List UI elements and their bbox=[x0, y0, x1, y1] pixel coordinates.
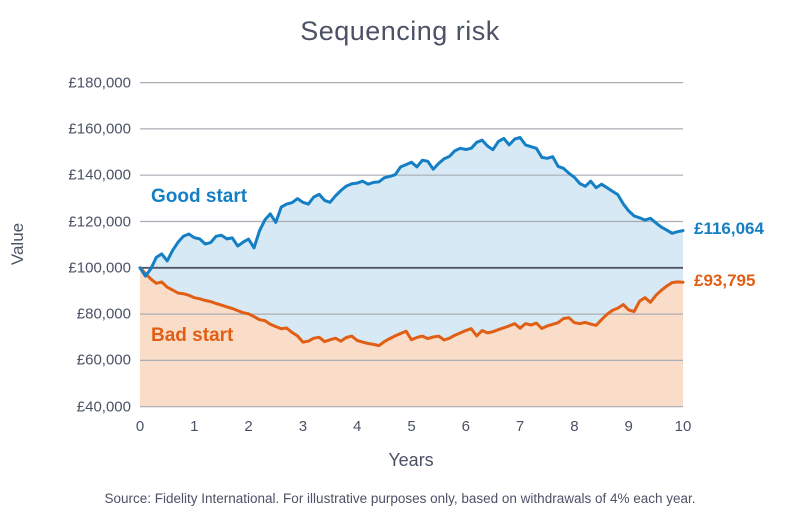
y-tick-label: £160,000 bbox=[68, 120, 131, 138]
x-tick-label: 4 bbox=[353, 418, 362, 435]
x-tick-label: 7 bbox=[515, 418, 525, 435]
x-tick-label: 6 bbox=[461, 418, 470, 435]
x-tick-label: 9 bbox=[624, 418, 633, 435]
y-tick-label: £100,000 bbox=[68, 259, 131, 277]
y-tick-label: £80,000 bbox=[76, 305, 131, 323]
area-fills bbox=[140, 137, 683, 407]
y-tick-label: £140,000 bbox=[68, 166, 131, 184]
x-tick-label: 1 bbox=[190, 418, 199, 435]
source-note: Source: Fidelity International. For illu… bbox=[104, 491, 696, 506]
chart-title: Sequencing risk bbox=[300, 16, 500, 46]
y-axis-title: Value bbox=[8, 222, 27, 266]
good-start-label: Good start bbox=[151, 186, 248, 207]
bad-start-label: Bad start bbox=[151, 325, 234, 346]
x-tick-label: 5 bbox=[407, 418, 416, 435]
bad-end-value: £93,795 bbox=[694, 271, 756, 290]
good-end-value: £116,064 bbox=[694, 219, 764, 238]
y-tick-label: £180,000 bbox=[68, 74, 131, 92]
y-tick-label: £120,000 bbox=[68, 213, 131, 230]
x-axis-title: Years bbox=[388, 450, 434, 470]
x-tick-label: 2 bbox=[244, 418, 253, 435]
x-tick-label: 10 bbox=[674, 418, 692, 435]
x-tick-label: 0 bbox=[135, 418, 145, 435]
x-tick-label: 3 bbox=[298, 418, 308, 435]
x-tick-label: 8 bbox=[570, 418, 579, 435]
y-tick-label: £40,000 bbox=[76, 398, 131, 416]
series-lines bbox=[138, 136, 685, 348]
y-tick-label: £60,000 bbox=[76, 351, 131, 369]
gridlines bbox=[140, 81, 683, 408]
